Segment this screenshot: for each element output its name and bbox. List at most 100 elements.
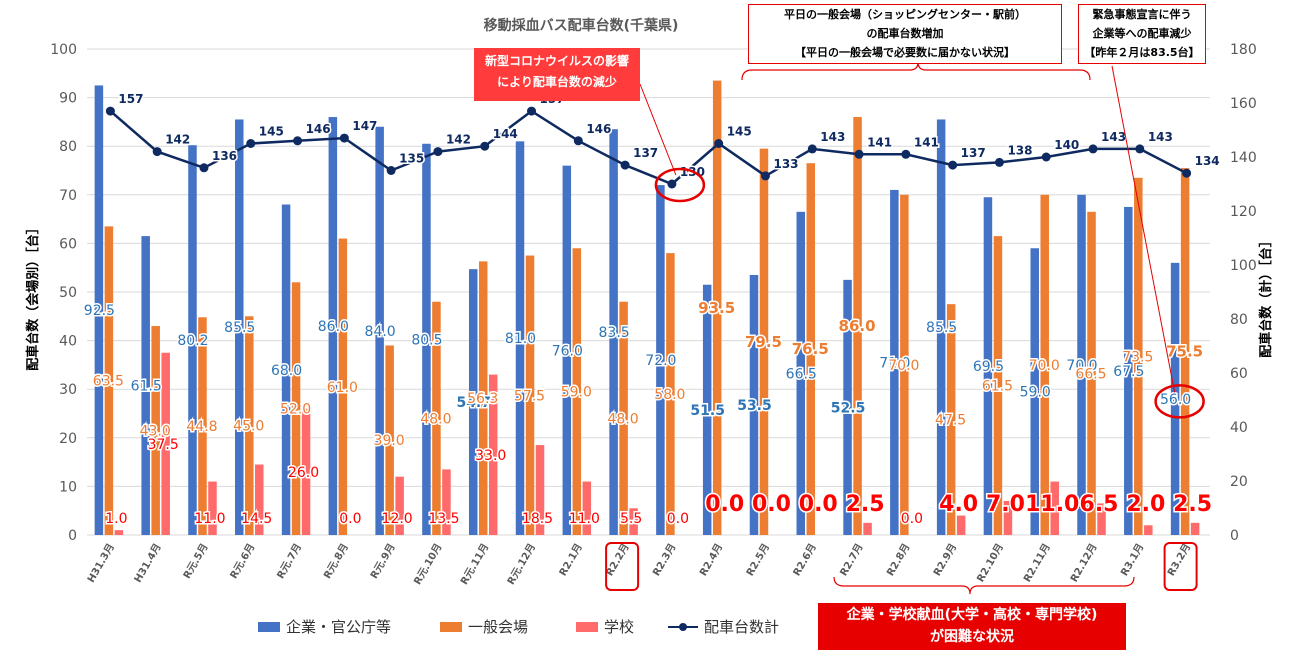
total-line-point — [1182, 168, 1192, 178]
data-label-companies: 80.5 — [411, 332, 442, 348]
bar-school — [208, 481, 217, 535]
bar-companies — [1077, 194, 1086, 536]
bar-school — [255, 464, 264, 535]
data-label-general: 86.0 — [839, 317, 876, 335]
x-tick-label: R3.1月 — [1118, 542, 1146, 579]
bar-companies — [468, 269, 478, 535]
bar-companies — [375, 126, 384, 535]
bar-general — [151, 326, 160, 535]
bar-school — [488, 374, 498, 535]
bar-companies — [188, 145, 197, 535]
bar-companies — [796, 211, 806, 535]
bar-school — [1190, 522, 1200, 535]
y-tick-label: 100 — [50, 42, 77, 58]
x-tick-label: R2.7月 — [838, 542, 866, 579]
callout-school: 企業・学校献血(大学・高校・専門学校) が困難な状況 — [818, 603, 1126, 650]
bar-general — [338, 238, 348, 536]
x-tick-label: R2.12月 — [1068, 542, 1100, 585]
bar-general — [1180, 168, 1190, 535]
data-label-general: 39.0 — [374, 433, 405, 449]
bar-school — [442, 469, 451, 535]
x-tick-label: H31.4月 — [132, 542, 164, 585]
callout-pointer-corona — [639, 83, 677, 176]
bar-companies — [843, 279, 852, 535]
x-tick-label: R2.1月 — [557, 542, 585, 579]
bar-general — [1087, 211, 1096, 535]
data-label-general: 73.5 — [1122, 349, 1153, 365]
data-label-companies: 86.0 — [318, 319, 349, 335]
x-tick-label: R元.7月 — [275, 542, 305, 581]
data-label-school: 13.5 — [428, 511, 459, 527]
data-label-school: 6.5 — [1080, 492, 1119, 517]
data-label-general: 70.0 — [1029, 358, 1060, 374]
data-label-school: 11.0 — [194, 511, 225, 527]
x-tick-label: R元.10月 — [411, 542, 444, 587]
callout-pointer-emergency — [1111, 65, 1176, 393]
total-line-point — [527, 106, 537, 116]
legend-item-general: 一般会場 — [440, 616, 528, 637]
bar-school — [1144, 525, 1153, 535]
data-label-total: 145 — [259, 125, 284, 139]
callout-weekday-line2: の配車台数増加 — [866, 27, 944, 40]
bar-companies — [702, 284, 712, 535]
bar-general — [993, 236, 1003, 536]
data-label-companies: 52.5 — [831, 400, 866, 416]
y-tick-label: 80 — [59, 139, 77, 155]
data-label-general: 66.5 — [1075, 366, 1106, 382]
bar-general — [525, 255, 535, 536]
data-label-total: 143 — [1148, 130, 1173, 144]
total-line-path — [109, 109, 1188, 186]
data-label-total: 157 — [118, 92, 143, 106]
legend-label-total: 配車台数計 — [704, 618, 780, 636]
bar-school — [863, 522, 872, 535]
callout-weekday-line1: 平日の一般会場（ショッピングセンター・駅前） — [784, 8, 1026, 21]
x-tick-label: R元.6月 — [228, 542, 258, 581]
x-tick-label: R元.5月 — [181, 542, 211, 581]
bar-general — [572, 248, 582, 535]
total-line-point — [714, 139, 724, 148]
bar-general — [712, 80, 722, 535]
x-tick-label: H31.3月 — [85, 542, 117, 585]
total-line-point — [480, 141, 490, 151]
data-label-general: 75.5 — [1166, 343, 1203, 361]
data-label-general: 76.5 — [792, 340, 829, 358]
y2-tick-label: 180 — [1230, 42, 1257, 58]
data-label-total: 142 — [165, 133, 190, 147]
data-label-school: 26.0 — [288, 465, 319, 481]
y-tick-label: 30 — [59, 382, 77, 398]
bar-general — [1040, 194, 1049, 536]
total-line-point — [1135, 144, 1145, 154]
total-line-point — [948, 160, 958, 170]
bar-school — [161, 352, 170, 535]
data-label-total: 147 — [352, 119, 377, 133]
data-label-school: 5.5 — [620, 511, 642, 527]
data-label-total: 141 — [867, 135, 892, 149]
bracket-school — [833, 576, 1135, 595]
data-label-companies: 92.5 — [84, 303, 115, 319]
bar-general — [853, 117, 862, 535]
data-label-general: 48.0 — [608, 411, 639, 427]
data-label-general: 48.0 — [420, 411, 451, 427]
total-line-point — [994, 157, 1004, 167]
data-label-total: 146 — [306, 122, 331, 136]
x-tick-label: R3.2月 — [1165, 542, 1193, 579]
data-label-school: 2.5 — [1173, 492, 1212, 517]
total-line-point — [199, 163, 209, 173]
bar-companies — [235, 119, 244, 535]
legend-swatch-companies — [258, 621, 280, 632]
total-line-point — [339, 133, 349, 143]
highlight-box-r2-2 — [605, 542, 640, 591]
data-label-total: 143 — [1101, 130, 1126, 144]
total-line-point — [152, 147, 162, 157]
data-label-school: 1.0 — [105, 511, 127, 527]
bar-general — [291, 282, 301, 535]
highlight-box-r3-2 — [1163, 542, 1198, 591]
data-label-school: 4.0 — [939, 492, 978, 517]
data-label-school: 2.5 — [846, 492, 885, 517]
total-line-point — [1041, 152, 1051, 162]
data-label-total: 143 — [820, 130, 845, 144]
callout-emergency-line2: 企業等への配車減少 — [1092, 27, 1192, 40]
bar-school — [1097, 503, 1106, 535]
data-label-general: 79.5 — [745, 333, 782, 351]
bar-companies — [1124, 206, 1133, 535]
